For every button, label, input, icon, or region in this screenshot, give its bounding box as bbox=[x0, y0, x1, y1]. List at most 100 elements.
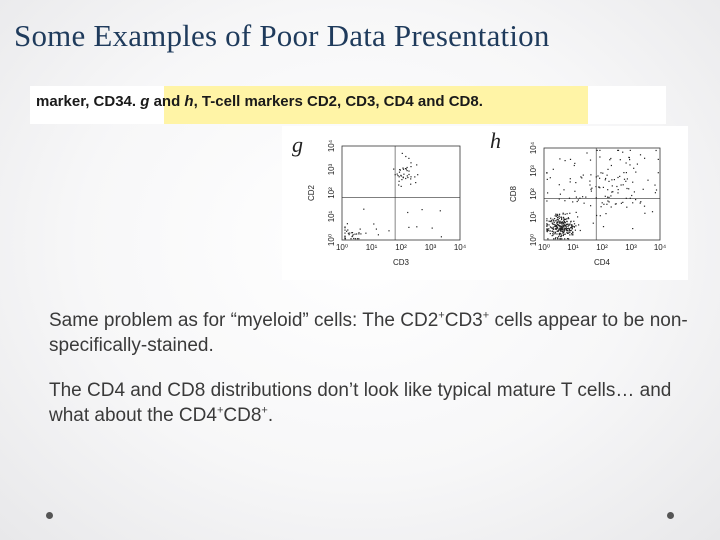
event-dot-h bbox=[562, 216, 564, 218]
event-dot-h bbox=[556, 227, 558, 229]
event-dot-h bbox=[585, 196, 587, 198]
y-tick-label-g: 10³ bbox=[327, 163, 336, 175]
event-dot-h bbox=[605, 177, 607, 180]
event-dot-h bbox=[565, 228, 567, 230]
event-dot-h bbox=[629, 159, 631, 161]
event-dot-h bbox=[546, 223, 548, 225]
event-dot-h bbox=[561, 234, 563, 236]
y-axis-label-g: CD2 bbox=[307, 184, 316, 201]
event-dot-h bbox=[560, 226, 562, 228]
event-dot-h bbox=[622, 151, 624, 153]
caption-prefix: marker, CD34. bbox=[36, 93, 141, 110]
event-dot-h bbox=[616, 185, 618, 188]
event-dot-h bbox=[556, 214, 558, 216]
event-dot-h bbox=[644, 212, 646, 214]
event-dot-g bbox=[358, 238, 360, 240]
event-dot-g bbox=[356, 238, 358, 240]
event-dot-h bbox=[554, 225, 556, 228]
event-dot-g bbox=[431, 227, 433, 229]
event-dot-h bbox=[561, 227, 563, 229]
event-dot-h bbox=[569, 223, 571, 225]
event-dot-h bbox=[612, 191, 614, 193]
event-dot-h bbox=[613, 179, 615, 181]
event-dot-g bbox=[410, 166, 412, 168]
event-dot-h bbox=[563, 231, 565, 233]
plot-frame-g bbox=[341, 145, 461, 241]
event-dot-h bbox=[562, 224, 564, 226]
caption-suffix: , T-cell markers CD2, CD3, CD4 and CD8. bbox=[193, 93, 483, 110]
event-dot-g bbox=[415, 182, 417, 184]
event-dot-h bbox=[553, 223, 555, 225]
event-dot-g bbox=[351, 235, 354, 237]
event-dot-g bbox=[396, 173, 398, 175]
event-dot-g bbox=[350, 238, 352, 240]
x-tick-label-g: 10⁴ bbox=[454, 243, 467, 252]
event-dot-h bbox=[564, 218, 566, 221]
event-dot-h bbox=[571, 233, 573, 235]
event-dot-h bbox=[557, 223, 559, 225]
event-dot-h bbox=[610, 157, 612, 160]
event-dot-h bbox=[610, 206, 612, 208]
event-dot-h bbox=[639, 202, 641, 204]
event-dot-h bbox=[562, 229, 564, 231]
event-dot-h bbox=[562, 222, 564, 224]
event-dot-g bbox=[416, 164, 418, 166]
event-dot-h bbox=[657, 172, 659, 174]
footer-dot-left bbox=[46, 512, 53, 519]
y-tick-label-g: 10¹ bbox=[327, 210, 336, 222]
event-dot-h bbox=[590, 188, 592, 190]
event-dot-h bbox=[609, 159, 611, 161]
event-dot-g bbox=[347, 232, 349, 234]
event-dot-h bbox=[558, 228, 560, 230]
event-dot-g bbox=[414, 176, 416, 178]
event-dot-g bbox=[406, 170, 408, 172]
event-dot-h bbox=[559, 227, 561, 229]
event-dot-g bbox=[375, 228, 377, 230]
event-dot-h bbox=[560, 228, 562, 230]
event-dot-h bbox=[580, 176, 582, 178]
event-dot-h bbox=[559, 225, 561, 227]
para1-text-b: CD3 bbox=[444, 310, 483, 331]
event-dot-h bbox=[643, 205, 646, 207]
event-dot-h bbox=[558, 232, 561, 234]
event-dot-h bbox=[626, 187, 628, 190]
event-dot-h bbox=[568, 197, 571, 199]
event-dot-g bbox=[410, 162, 412, 164]
x-tick-label-g: 10⁰ bbox=[336, 243, 348, 252]
event-dot-h bbox=[561, 221, 563, 224]
event-dot-h bbox=[562, 212, 564, 214]
y-tick-label-h: 10³ bbox=[529, 165, 538, 177]
event-dot-h bbox=[546, 218, 548, 220]
event-dot-h bbox=[559, 193, 561, 195]
event-dot-h bbox=[566, 218, 568, 220]
event-dot-g bbox=[344, 227, 346, 229]
event-dot-h bbox=[573, 164, 575, 167]
event-dot-h bbox=[570, 227, 572, 229]
event-dot-h bbox=[577, 199, 579, 201]
y-tick-label-h: 10⁴ bbox=[529, 141, 538, 154]
event-dot-h bbox=[569, 234, 571, 236]
event-dot-h bbox=[602, 226, 605, 228]
event-dot-h bbox=[566, 223, 568, 225]
event-dot-g bbox=[405, 177, 407, 180]
event-dot-g bbox=[440, 236, 442, 238]
event-dot-h bbox=[563, 227, 565, 229]
event-dot-h bbox=[603, 203, 605, 205]
event-dot-h bbox=[575, 225, 577, 227]
event-dot-h bbox=[546, 225, 548, 227]
event-dot-h bbox=[555, 224, 557, 226]
para2-text-a: The CD4 and CD8 distributions don’t look… bbox=[49, 380, 672, 426]
event-dot-h bbox=[625, 172, 627, 174]
event-dot-h bbox=[554, 224, 556, 226]
caption-letter-h: h bbox=[184, 93, 194, 110]
event-dot-h bbox=[572, 232, 574, 234]
event-dot-h bbox=[563, 189, 565, 191]
event-dot-h bbox=[562, 226, 564, 228]
event-dot-h bbox=[558, 220, 560, 222]
event-dot-h bbox=[568, 224, 570, 226]
event-dot-h bbox=[560, 235, 562, 238]
event-dot-h bbox=[568, 230, 570, 232]
event-dot-h bbox=[599, 177, 601, 179]
x-tick-label-h: 10² bbox=[596, 243, 608, 252]
event-dot-h bbox=[606, 203, 608, 205]
